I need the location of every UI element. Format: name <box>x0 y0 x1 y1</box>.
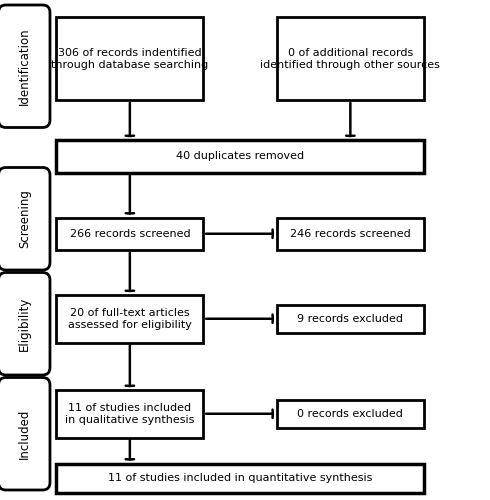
FancyBboxPatch shape <box>56 18 203 100</box>
Text: 0 of additional records
identified through other sources: 0 of additional records identified throu… <box>260 48 441 70</box>
FancyBboxPatch shape <box>277 400 424 427</box>
FancyBboxPatch shape <box>56 218 203 250</box>
Text: 266 records screened: 266 records screened <box>70 229 190 239</box>
FancyBboxPatch shape <box>56 295 203 343</box>
Text: 20 of full-text articles
assessed for eligibility: 20 of full-text articles assessed for el… <box>68 308 192 330</box>
Text: Eligibility: Eligibility <box>18 296 31 351</box>
Text: Screening: Screening <box>18 190 31 248</box>
FancyBboxPatch shape <box>56 390 203 438</box>
Text: 40 duplicates removed: 40 duplicates removed <box>176 151 304 161</box>
FancyBboxPatch shape <box>277 18 424 100</box>
Text: 0 records excluded: 0 records excluded <box>297 409 403 419</box>
Text: 246 records screened: 246 records screened <box>290 229 411 239</box>
Text: Identification: Identification <box>18 28 31 105</box>
FancyBboxPatch shape <box>0 378 50 490</box>
FancyBboxPatch shape <box>277 218 424 250</box>
FancyBboxPatch shape <box>56 464 424 492</box>
FancyBboxPatch shape <box>0 272 50 375</box>
FancyBboxPatch shape <box>56 140 424 172</box>
Text: 11 of studies included
in qualitative synthesis: 11 of studies included in qualitative sy… <box>65 403 195 424</box>
Text: 9 records excluded: 9 records excluded <box>297 314 403 324</box>
Text: 11 of studies included in quantitative synthesis: 11 of studies included in quantitative s… <box>108 473 372 483</box>
Text: Included: Included <box>18 408 31 459</box>
Text: 306 of records indentified
through database searching: 306 of records indentified through datab… <box>51 48 208 70</box>
FancyBboxPatch shape <box>0 168 50 270</box>
FancyBboxPatch shape <box>0 5 50 128</box>
FancyBboxPatch shape <box>277 305 424 332</box>
